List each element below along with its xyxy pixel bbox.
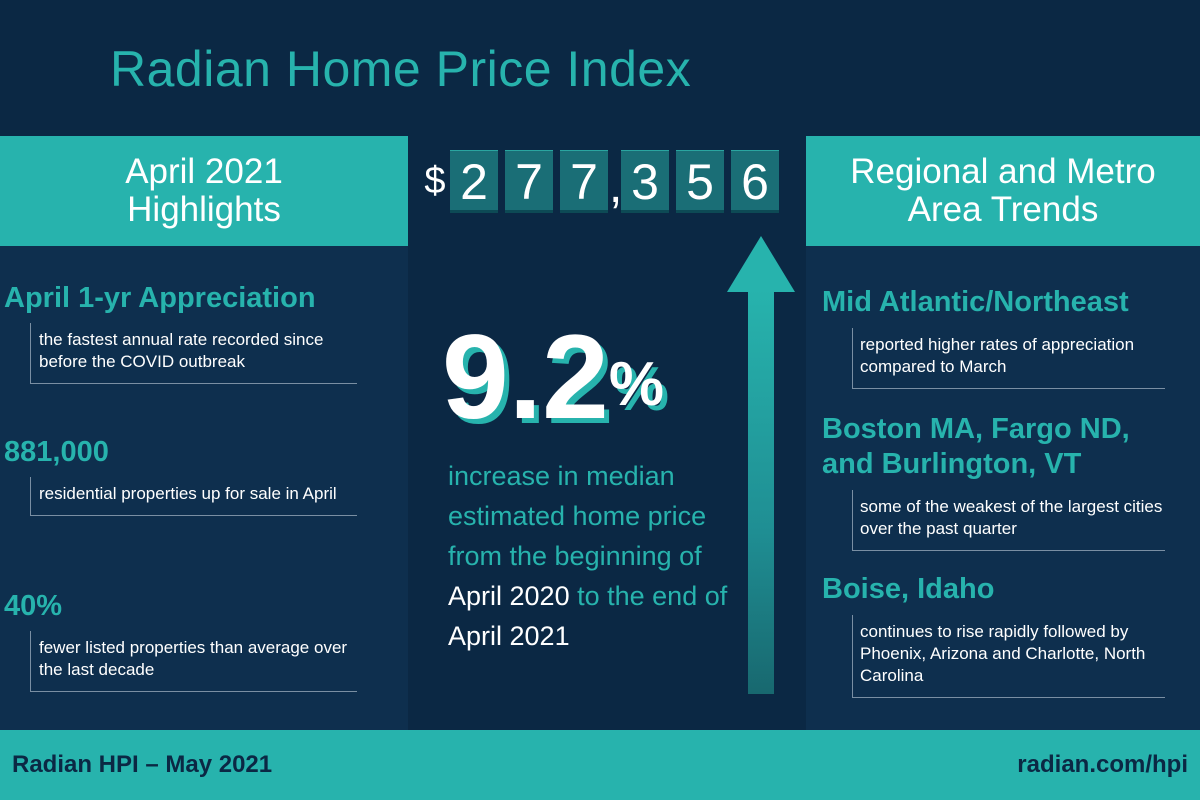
price-digit: 7 bbox=[560, 150, 608, 213]
stat-desc-text-2: to the end of bbox=[577, 581, 728, 611]
price-digit: 7 bbox=[505, 150, 553, 213]
percent-sign: % bbox=[608, 350, 664, 419]
up-arrow-shaft bbox=[748, 290, 774, 694]
up-arrow-icon bbox=[727, 236, 795, 292]
price-digit: 2 bbox=[450, 150, 498, 213]
highlight-description: the fastest annual rate recorded since b… bbox=[30, 323, 357, 384]
highlights-header-line1: April 2021 bbox=[125, 152, 283, 191]
trends-header-line2: Area Trends bbox=[907, 190, 1099, 229]
trend-description: some of the weakest of the largest citie… bbox=[852, 490, 1165, 551]
trend-heading-line2: and Burlington, VT bbox=[822, 448, 1082, 480]
currency-symbol: $ bbox=[424, 160, 446, 202]
trends-header: Regional and Metro Area Trends bbox=[806, 136, 1200, 246]
trend-heading: Mid Atlantic/Northeast bbox=[822, 286, 1129, 318]
trend-item: Mid Atlantic/Northeast reported higher r… bbox=[822, 285, 1165, 389]
trend-item: Boise, Idaho continues to rise rapidly f… bbox=[822, 572, 1165, 698]
highlights-header-line2: Highlights bbox=[127, 190, 281, 229]
appreciation-percent: 9.2% bbox=[442, 317, 664, 437]
trend-heading: Boston MA, Fargo ND, bbox=[822, 413, 1130, 445]
highlights-header: April 2021 Highlights bbox=[0, 136, 408, 246]
highlight-heading: April 1-yr Appreciation bbox=[4, 282, 316, 314]
trend-description: continues to rise rapidly followed by Ph… bbox=[852, 615, 1165, 698]
appreciation-description: increase in median estimated home price … bbox=[448, 456, 738, 656]
trend-description: reported higher rates of appreciation co… bbox=[852, 328, 1165, 389]
stat-desc-text: increase in median estimated home price … bbox=[448, 461, 707, 571]
price-separator: , bbox=[609, 160, 623, 213]
price-digit: 6 bbox=[731, 150, 779, 213]
trend-heading: Boise, Idaho bbox=[822, 573, 995, 605]
highlight-description: residential properties up for sale in Ap… bbox=[30, 477, 357, 516]
trends-header-line1: Regional and Metro bbox=[850, 152, 1156, 191]
stat-desc-date-start: April 2020 bbox=[448, 581, 570, 611]
median-price-counter: $ 2 7 7 , 3 5 6 bbox=[420, 150, 786, 213]
highlight-heading: 881,000 bbox=[4, 436, 109, 468]
highlight-heading: 40% bbox=[4, 590, 63, 622]
highlight-item: 40% fewer listed properties than average… bbox=[4, 590, 357, 692]
trend-item: Boston MA, Fargo ND, and Burlington, VT … bbox=[822, 412, 1165, 551]
footer-source: Radian HPI – May 2021 bbox=[12, 751, 273, 778]
footer-url[interactable]: radian.com/hpi bbox=[1017, 751, 1188, 778]
page-title: Radian Home Price Index bbox=[110, 41, 692, 97]
stat-desc-date-end: April 2021 bbox=[448, 621, 570, 651]
highlight-description: fewer listed properties than average ove… bbox=[30, 631, 357, 692]
highlight-item: 881,000 residential properties up for sa… bbox=[4, 436, 357, 516]
footer-bar: Radian HPI – May 2021 radian.com/hpi bbox=[0, 730, 1200, 800]
price-digit: 5 bbox=[676, 150, 724, 213]
price-digit: 3 bbox=[621, 150, 669, 213]
percent-value: 9.2 bbox=[442, 310, 609, 444]
highlight-item: April 1-yr Appreciation the fastest annu… bbox=[4, 282, 357, 384]
